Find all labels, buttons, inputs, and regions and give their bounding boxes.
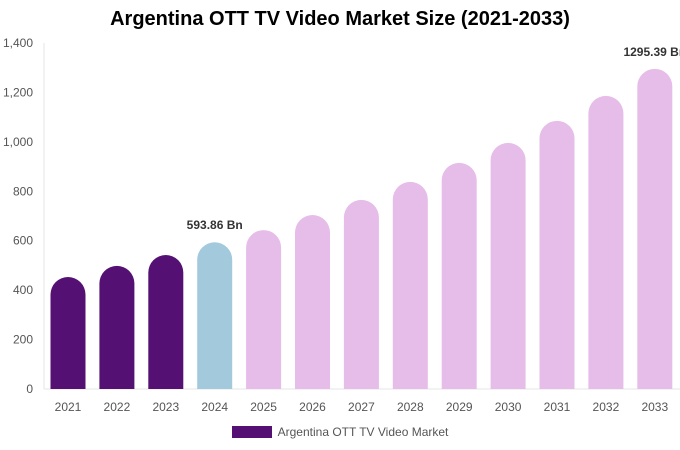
bar-2028 [392, 181, 428, 389]
bar-2022 [99, 265, 135, 389]
bar-2031 [539, 120, 575, 389]
x-tick-label: 2029 [446, 400, 473, 414]
bar-2026 [295, 215, 330, 389]
bar-2023 [148, 255, 184, 389]
bar-2027 [343, 199, 379, 389]
x-tick-label: 2028 [397, 400, 424, 414]
x-tick-label: 2027 [348, 400, 375, 414]
bar-2024 [197, 242, 233, 389]
bar-2021 [50, 277, 86, 389]
bar-2025 [246, 230, 282, 389]
x-tick-label: 2022 [104, 400, 131, 414]
legend: Argentina OTT TV Video Market [0, 425, 680, 439]
chart-title: Argentina OTT TV Video Market Size (2021… [110, 8, 570, 30]
y-tick-label: 1,000 [3, 135, 33, 149]
bar-2029 [441, 162, 477, 389]
x-tick-label: 2033 [641, 400, 668, 414]
data-label-2033: 1295.39 Bn [623, 45, 680, 59]
x-tick-label: 2026 [299, 400, 326, 414]
x-tick-label: 2025 [250, 400, 277, 414]
bar-2030 [490, 142, 526, 389]
x-tick-label: 2024 [201, 400, 228, 414]
bar-2033 [637, 68, 673, 390]
legend-label: Argentina OTT TV Video Market [277, 425, 449, 439]
x-tick-label: 2032 [593, 400, 620, 414]
y-tick-label: 1,200 [3, 85, 33, 99]
y-tick-label: 600 [13, 234, 33, 248]
x-tick-label: 2031 [544, 400, 571, 414]
y-tick-label: 400 [13, 283, 33, 297]
legend-swatch [231, 426, 272, 438]
y-tick-label: 800 [13, 184, 33, 198]
data-label-2024: 593.86 Bn [187, 218, 243, 232]
bar-2032 [588, 95, 624, 389]
x-tick-label: 2030 [495, 400, 522, 414]
x-tick-label: 2021 [55, 400, 82, 414]
y-tick-label: 0 [26, 382, 33, 396]
x-tick-label: 2023 [152, 400, 179, 414]
y-tick-label: 1,400 [3, 36, 33, 50]
y-tick-label: 200 [13, 333, 33, 347]
